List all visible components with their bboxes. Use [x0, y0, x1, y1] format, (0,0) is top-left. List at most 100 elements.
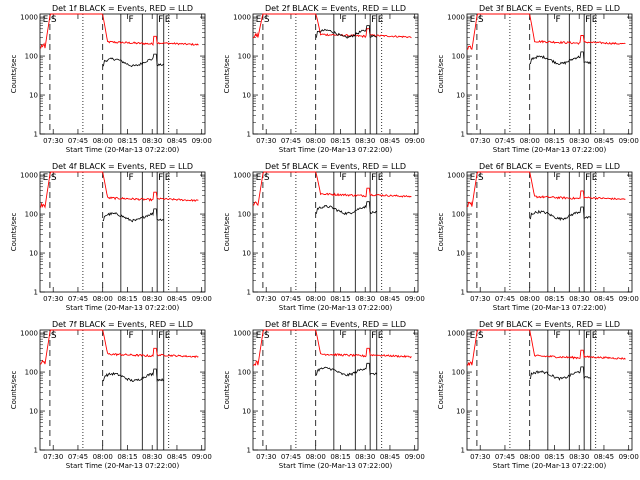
x-tick-label: 08:15 [544, 453, 564, 461]
x-axis-label: Start Time (20-Mar-13 07:22:00) [66, 462, 180, 470]
x-tick-label: 08:45 [167, 137, 187, 145]
y-tick-label: 100 [25, 211, 38, 219]
event-marker-label: E [592, 331, 598, 341]
x-tick-label: 07:30 [43, 137, 63, 145]
y-tick-label: 100 [238, 369, 251, 377]
y-tick-label: 10 [29, 92, 38, 100]
y-axis-label: Counts/sec [437, 213, 445, 252]
x-tick-label: 08:00 [306, 137, 326, 145]
lld-series-line [467, 13, 626, 50]
plot-frame [252, 329, 419, 451]
y-tick-label: 1000 [233, 14, 251, 22]
x-tick-label: 08:30 [142, 453, 162, 461]
x-tick-label: 08:00 [306, 295, 326, 303]
y-tick-label: 100 [452, 53, 465, 61]
panel-3: Det 3f BLACK = Events, RED = LLD 1 10 100 10… [437, 4, 639, 154]
x-tick-label: 07:45 [281, 453, 301, 461]
x-tick-label: 08:30 [142, 137, 162, 145]
y-tick-label: 1000 [233, 172, 251, 180]
event-marker-label: F [555, 331, 560, 341]
x-tick-label: 07:45 [281, 137, 301, 145]
events-series-line [529, 206, 592, 222]
panel-8: Det 8f BLACK = Events, RED = LLD 1 10 100 10… [223, 320, 425, 470]
panel-6: Det 6f BLACK = Events, RED = LLD 1 10 100 10… [437, 162, 639, 312]
event-marker-label: S [478, 15, 484, 25]
x-tick-label: 08:30 [569, 453, 589, 461]
event-marker-label: E [165, 331, 171, 341]
x-tick-label: 07:30 [470, 295, 490, 303]
event-marker-label: F [341, 15, 346, 25]
event-marker-label: F [371, 331, 376, 341]
y-axis-label: Counts/sec [10, 55, 18, 94]
y-tick-label: 1 [461, 447, 465, 455]
event-marker-label: S [264, 331, 270, 341]
panel-7: Det 7f BLACK = Events, RED = LLD 1 10 100 10… [10, 320, 212, 470]
x-tick-label: 07:30 [43, 453, 63, 461]
event-marker-label: F [128, 331, 133, 341]
panel-title: Det 6f BLACK = Events, RED = LLD [479, 162, 620, 171]
panel-4: Det 4f BLACK = Events, RED = LLD 1 10 100 10… [10, 162, 212, 312]
y-tick-label: 100 [452, 369, 465, 377]
x-tick-label: 09:00 [619, 453, 639, 461]
event-marker-label: E [470, 331, 476, 341]
x-tick-label: 09:00 [405, 453, 425, 461]
x-tick-label: 07:45 [68, 137, 88, 145]
plot-frame [39, 171, 206, 293]
x-tick-label: 07:45 [68, 295, 88, 303]
y-tick-label: 1000 [447, 330, 465, 338]
lld-series-line [40, 13, 199, 49]
y-tick-label: 1000 [447, 172, 465, 180]
x-tick-label: 08:45 [380, 453, 400, 461]
lld-series-line [253, 329, 412, 366]
y-tick-label: 10 [456, 92, 465, 100]
x-tick-label: 08:00 [93, 453, 113, 461]
event-marker-label: F [555, 15, 560, 25]
x-tick-label: 07:45 [495, 137, 515, 145]
event-marker-label: E [378, 15, 384, 25]
x-tick-label: 07:30 [256, 453, 276, 461]
event-marker-label: F [158, 331, 163, 341]
y-tick-label: 1000 [20, 14, 38, 22]
plot-frame [39, 13, 206, 135]
x-axis-label: Start Time (20-Mar-13 07:22:00) [66, 146, 180, 154]
x-tick-label: 08:15 [117, 453, 137, 461]
y-tick-label: 100 [452, 211, 465, 219]
y-tick-label: 100 [25, 53, 38, 61]
panel-title: Det 2f BLACK = Events, RED = LLD [265, 4, 406, 13]
event-marker-label: E [43, 331, 49, 341]
event-marker-label: E [592, 173, 598, 183]
plot-frame [39, 329, 206, 451]
event-marker-label: S [478, 331, 484, 341]
y-axis-label: Counts/sec [437, 371, 445, 410]
event-marker-label: S [51, 15, 57, 25]
y-tick-label: 1000 [20, 172, 38, 180]
x-tick-label: 08:45 [594, 295, 614, 303]
x-tick-label: 08:00 [306, 453, 326, 461]
x-tick-label: 08:15 [330, 295, 350, 303]
event-marker-label: E [165, 15, 171, 25]
events-series-line [102, 208, 164, 223]
x-tick-label: 08:15 [544, 295, 564, 303]
panel-title: Det 8f BLACK = Events, RED = LLD [265, 320, 406, 329]
lld-series-line [253, 13, 412, 39]
x-tick-label: 08:15 [117, 137, 137, 145]
event-marker-label: E [378, 331, 384, 341]
x-tick-label: 09:00 [619, 295, 639, 303]
event-marker-label: S [264, 15, 270, 25]
x-axis-label: Start Time (20-Mar-13 07:22:00) [66, 304, 180, 312]
x-axis-label: Start Time (20-Mar-13 07:22:00) [279, 146, 393, 154]
event-marker-label: F [371, 173, 376, 183]
x-tick-label: 07:45 [68, 453, 88, 461]
x-axis-label: Start Time (20-Mar-13 07:22:00) [279, 462, 393, 470]
event-marker-label: E [43, 173, 49, 183]
x-tick-label: 08:30 [142, 295, 162, 303]
event-marker-label: E [165, 173, 171, 183]
x-tick-label: 07:30 [470, 453, 490, 461]
y-axis-label: Counts/sec [10, 371, 18, 410]
x-tick-label: 09:00 [192, 295, 212, 303]
y-tick-label: 1 [34, 289, 38, 297]
x-tick-label: 08:15 [330, 453, 350, 461]
y-tick-label: 10 [242, 250, 251, 258]
x-axis-label: Start Time (20-Mar-13 07:22:00) [493, 304, 607, 312]
y-axis-label: Counts/sec [223, 371, 231, 410]
